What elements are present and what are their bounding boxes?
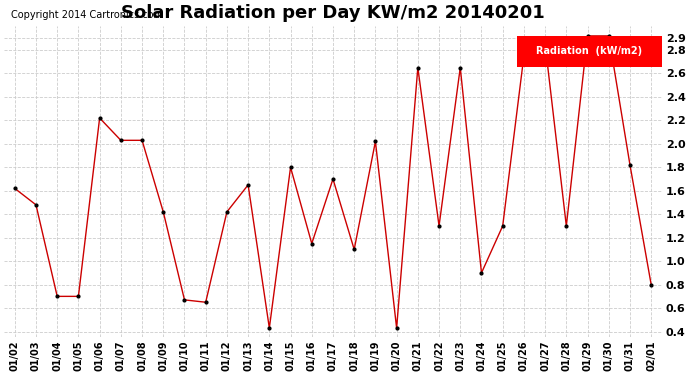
Text: Copyright 2014 Cartronics.com: Copyright 2014 Cartronics.com (11, 10, 163, 20)
Title: Solar Radiation per Day KW/m2 20140201: Solar Radiation per Day KW/m2 20140201 (121, 4, 545, 22)
